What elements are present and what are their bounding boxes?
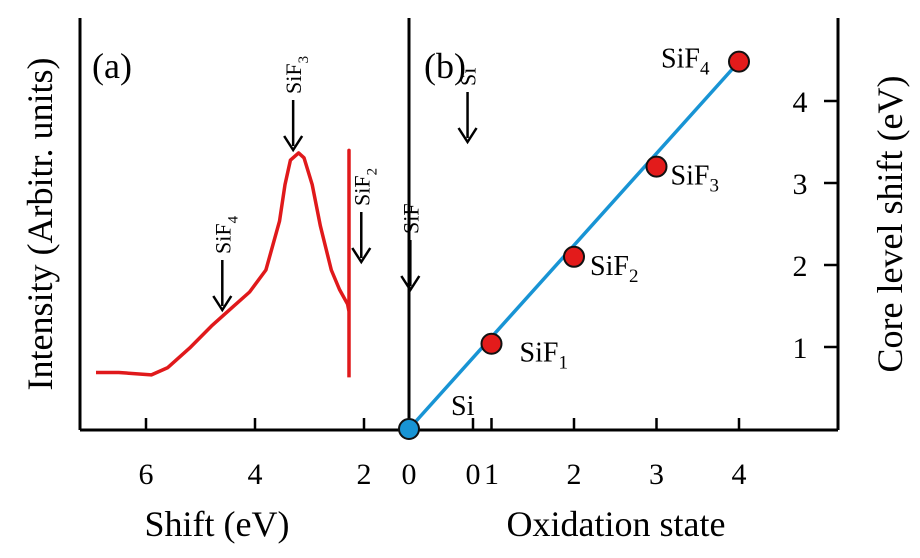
- panel-b-x-tick-label: 4: [732, 458, 747, 491]
- peak-label-base: Si: [456, 68, 481, 86]
- point-label: SiF2: [590, 251, 638, 287]
- peak-annotation: SiF3: [281, 56, 312, 153]
- peak-label: SiF2: [349, 168, 380, 206]
- point-label-subscript: 1: [558, 353, 568, 374]
- panel-a-spectrum-line: [96, 148, 351, 378]
- panel-a-x-tick-label: 0: [466, 458, 481, 491]
- point-label: Si: [451, 391, 475, 422]
- peak-label-base: SiF: [281, 63, 306, 94]
- peak-arrow-head: [212, 295, 233, 313]
- data-point: [728, 50, 750, 73]
- point-label-base: SiF: [671, 161, 710, 192]
- point-label-subscript: 4: [700, 59, 710, 80]
- point-label-subscript: 3: [709, 176, 719, 197]
- point-label: SiF3: [671, 161, 719, 197]
- peak-label: Si: [456, 68, 481, 86]
- point-label-base: Si: [451, 391, 475, 422]
- peak-annotation: SiF: [398, 203, 423, 293]
- peak-label: SiF: [398, 203, 423, 234]
- panel-a-x-tick-label: 6: [139, 458, 154, 491]
- peak-annotation: Si: [456, 68, 481, 145]
- point-label: SiF4: [661, 44, 710, 80]
- panel-b-y-title: Core level shift (eV): [870, 76, 910, 373]
- panel-b-y-tick-label: 3: [793, 168, 808, 201]
- point-label-base: SiF: [590, 251, 629, 282]
- panel-b-x-tick-label: 0: [402, 458, 417, 491]
- peak-arrow-head: [457, 127, 478, 145]
- data-point: [563, 245, 585, 268]
- panel-b-label: (b): [424, 46, 466, 86]
- peak-label-base: SiF: [349, 175, 374, 206]
- peak-annotation: SiF2: [349, 168, 380, 265]
- peak-label-base: SiF: [210, 223, 235, 254]
- peak-arrow-head: [351, 247, 372, 265]
- point-label: SiF1: [520, 338, 568, 374]
- panel-b-x-title: Oxidation state: [507, 504, 726, 544]
- panel-a-label: (a): [92, 46, 132, 86]
- panel-a-x-title: Shift (eV): [145, 504, 290, 544]
- panel-b-x-tick-label: 3: [649, 458, 664, 491]
- panel-a-x-tick-label: 4: [248, 458, 263, 491]
- panel-b-y-tick-label: 2: [793, 250, 808, 283]
- panel-b-y-tick-label: 4: [793, 86, 808, 119]
- data-point: [645, 155, 668, 178]
- panel-b-x-tick-label: 2: [567, 458, 582, 491]
- panel-a-x-tick-label: 2: [357, 458, 372, 491]
- peak-label-subscript: 4: [225, 215, 241, 223]
- peak-label-subscript: 2: [364, 168, 380, 176]
- peak-label-subscript: 3: [296, 56, 312, 64]
- panel-b-x-tick-label: 1: [484, 458, 499, 491]
- panel-b-y-ticks: 1 2 3 4: [793, 86, 838, 365]
- panel-b-y-tick-label: 1: [793, 332, 808, 365]
- point-label-base: SiF: [520, 338, 559, 369]
- peak-label: SiF4: [210, 215, 241, 254]
- panel-b-fit-line: [407, 60, 741, 431]
- origin-point: [398, 418, 420, 440]
- point-label-base: SiF: [661, 44, 700, 75]
- peak-label-base: SiF: [398, 203, 423, 234]
- data-point: [480, 332, 503, 355]
- panel-a-y-title: Intensity (Arbitr. units): [20, 58, 60, 391]
- peak-label: SiF3: [281, 56, 312, 94]
- peak-arrow-head: [283, 135, 304, 153]
- point-label-subscript: 2: [629, 266, 639, 287]
- peak-annotation: SiF4: [210, 215, 241, 313]
